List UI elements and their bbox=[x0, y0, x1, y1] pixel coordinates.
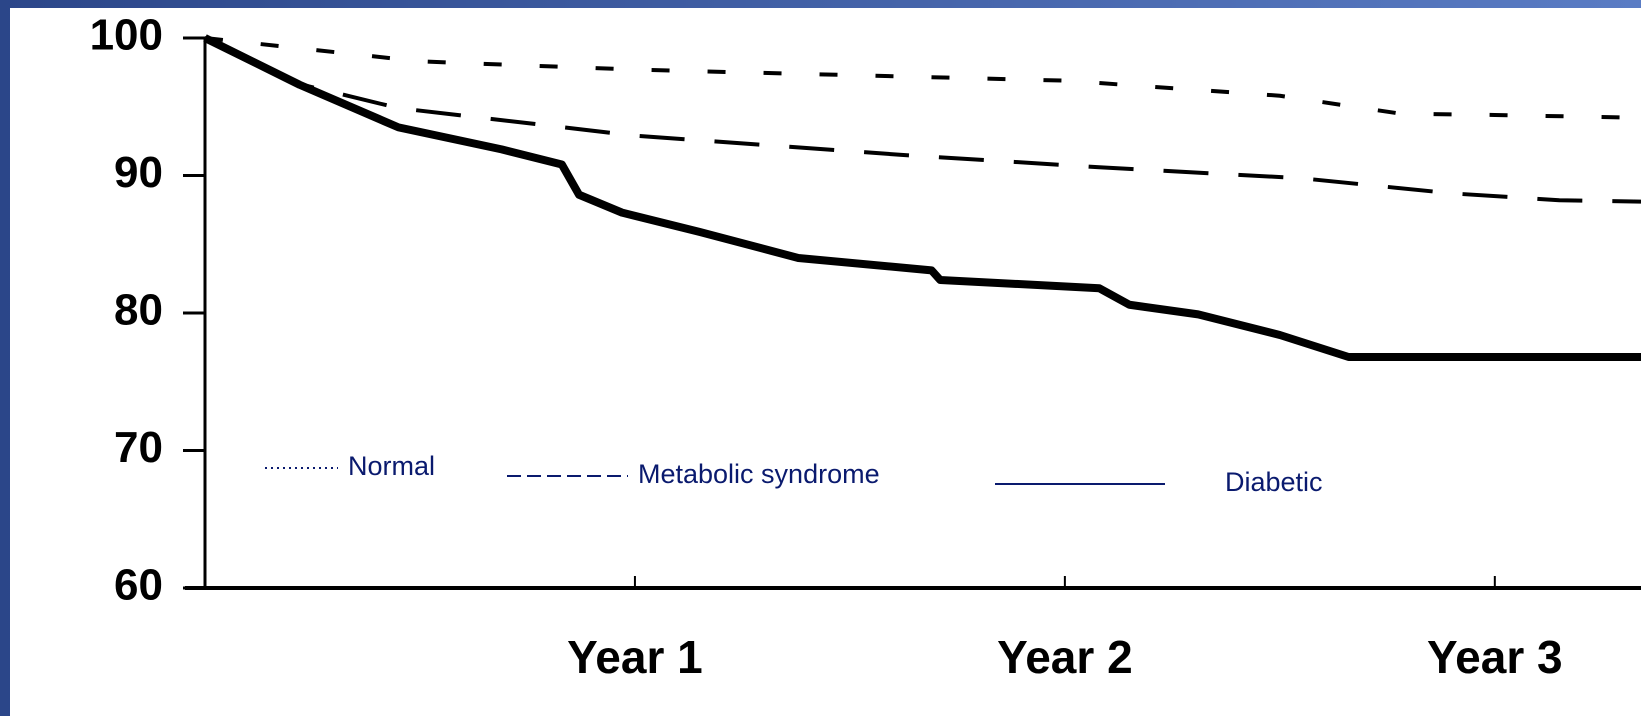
survival-line bbox=[203, 34, 1641, 361]
legend-label: Normal bbox=[348, 451, 435, 481]
y-tick-label: 60 bbox=[114, 561, 163, 610]
y-tick-label: 100 bbox=[90, 11, 163, 60]
legend-label: Diabetic bbox=[1225, 467, 1323, 497]
y-tick-label: 70 bbox=[114, 423, 163, 472]
y-tick-label: 90 bbox=[114, 148, 163, 197]
x-tick-label: Year 1 bbox=[567, 631, 703, 683]
y-tick-label: 80 bbox=[114, 286, 163, 335]
x-tick-label: Year 2 bbox=[997, 631, 1133, 683]
survival-line bbox=[204, 36, 1641, 120]
legend-label: Metabolic syndrome bbox=[638, 459, 880, 489]
survival-line bbox=[204, 36, 1641, 204]
chart: 60 70 80 90 100 Year 1 Year 2 Year 3 Normal Metab… bbox=[10, 8, 1641, 716]
x-tick-label: Year 3 bbox=[1427, 631, 1563, 683]
